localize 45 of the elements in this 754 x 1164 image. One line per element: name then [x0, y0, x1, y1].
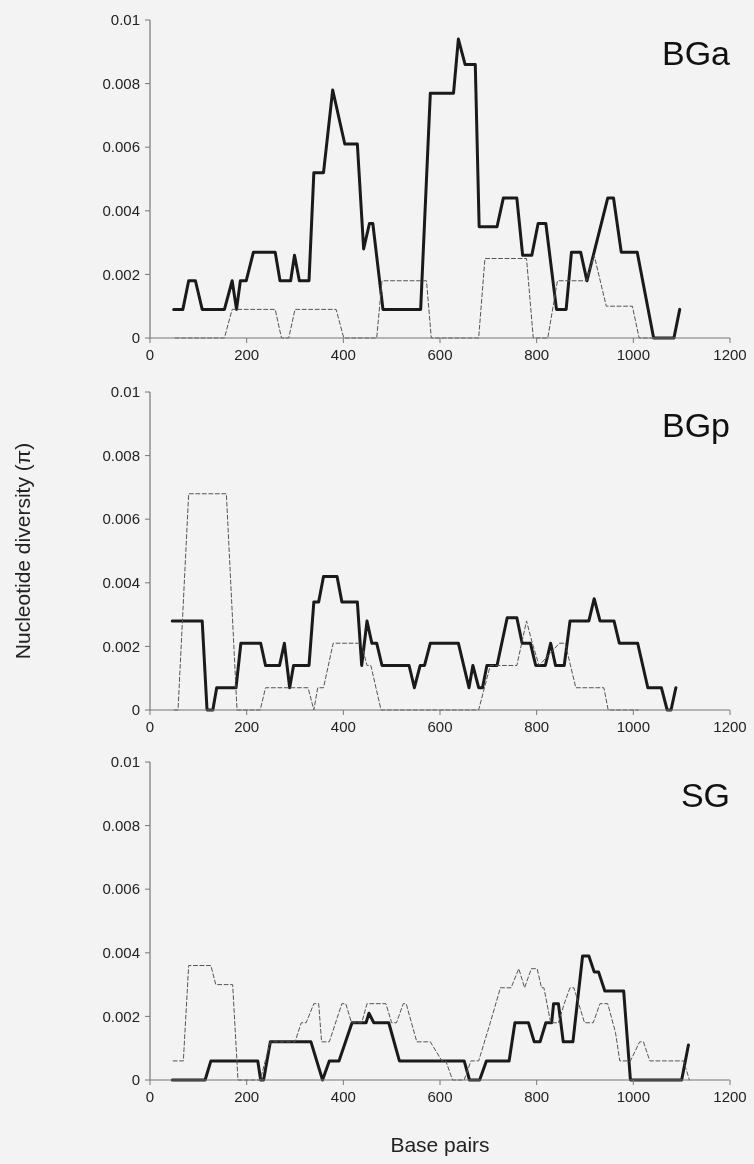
y-tick-label: 0 [131, 701, 140, 719]
y-tick-label: 0 [131, 1071, 140, 1089]
x-tick-label: 1000 [616, 346, 651, 363]
x-tick-label: 200 [234, 718, 260, 735]
y-tick-label: 0.006 [102, 138, 140, 156]
x-tick-label: 0 [145, 1088, 155, 1105]
y-tick-label: 0.006 [102, 880, 140, 898]
y-tick-label: 0 [131, 329, 140, 347]
x-tick-label: 600 [427, 718, 453, 735]
y-axis-title: Nucleotide diversity (π) [11, 442, 34, 660]
y-tick-label: 0.01 [110, 11, 140, 29]
x-tick-label: 800 [524, 346, 550, 363]
x-tick-label: 0 [145, 346, 155, 363]
y-tick-label: 0.01 [110, 383, 140, 401]
y-tick-label: 0.004 [102, 574, 140, 592]
x-tick-label: 400 [330, 718, 356, 735]
y-tick-label: 0.01 [110, 753, 140, 771]
x-tick-label: 800 [524, 718, 550, 735]
y-tick-label: 0.008 [102, 816, 140, 834]
x-tick-label: 600 [427, 1088, 453, 1105]
y-tick-label: 0.008 [102, 446, 140, 464]
y-tick-label: 0.008 [102, 74, 140, 92]
x-tick-label: 600 [427, 346, 453, 363]
chart-title: BGa [661, 34, 731, 72]
line-series [170, 574, 678, 712]
x-tick-label: 1000 [616, 718, 651, 735]
x-tick-label: 200 [234, 346, 260, 363]
x-tick-label: 0 [145, 718, 155, 735]
x-tick-label: 1200 [713, 346, 747, 363]
x-tick-label: 1200 [713, 1088, 747, 1105]
x-tick-label: 200 [234, 1088, 260, 1105]
y-tick-label: 0.006 [102, 510, 140, 528]
y-tick-label: 0.004 [102, 944, 140, 962]
x-tick-label: 800 [524, 1088, 550, 1105]
x-axis-title: Base pairs [390, 1133, 490, 1156]
chart-title: BGp [661, 406, 730, 444]
y-tick-label: 0.004 [102, 202, 140, 220]
y-tick-label: 0.002 [102, 265, 140, 283]
x-tick-label: 400 [330, 1088, 356, 1105]
chart-title: SG [680, 776, 730, 814]
x-tick-label: 400 [330, 346, 356, 363]
y-tick-label: 0.002 [102, 1007, 140, 1025]
x-tick-label: 1200 [713, 718, 747, 735]
y-tick-label: 0.002 [102, 637, 140, 655]
x-tick-label: 1000 [616, 1088, 651, 1105]
